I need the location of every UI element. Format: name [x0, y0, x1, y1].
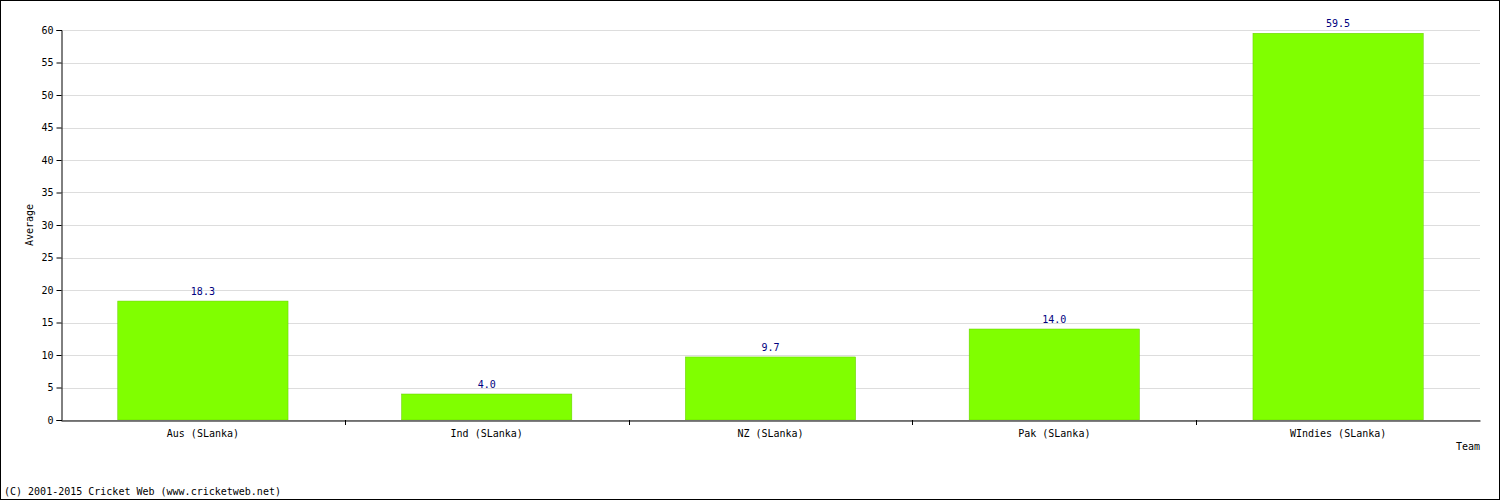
x-tick: Ind (SLanka)	[451, 421, 523, 439]
y-axis-title: Average	[24, 204, 35, 246]
y-tick: 60	[41, 25, 61, 36]
y-tick: 45	[41, 122, 61, 133]
x-axis-title: Team	[1456, 441, 1480, 452]
y-tick-label: 60	[41, 25, 53, 36]
category-separator	[345, 420, 346, 425]
y-tick: 30	[41, 220, 61, 231]
data-label: 18.3	[191, 286, 215, 297]
x-tick: Aus (SLanka)	[167, 421, 239, 439]
x-axis: Aus (SLanka) Ind (SLanka) NZ (SLanka) Pak (…	[62, 421, 1481, 439]
bar	[118, 301, 288, 420]
y-tick-mark	[57, 193, 62, 194]
y-tick-label: 30	[41, 220, 53, 231]
y-tick: 25	[41, 252, 61, 263]
y-tick-mark	[57, 160, 62, 161]
y-tick-mark	[57, 420, 62, 421]
frame	[1, 1, 1500, 500]
y-tick: 15	[41, 317, 61, 328]
x-tick-label: Pak (SLanka)	[1018, 428, 1090, 439]
y-axis: 0 5 10 15 20 25 30 35 40 45 50 55 60	[41, 25, 62, 426]
y-tick: 20	[41, 285, 61, 296]
bar	[969, 329, 1139, 420]
y-tick-mark	[57, 95, 62, 96]
bars	[118, 33, 1423, 420]
y-tick-mark	[57, 355, 62, 356]
x-tick-label: Aus (SLanka)	[167, 428, 239, 439]
y-axis-line	[57, 31, 63, 421]
y-tick-mark	[57, 128, 62, 129]
bar	[402, 394, 572, 420]
grid	[61, 31, 1480, 421]
bar	[1253, 33, 1423, 420]
bar	[685, 357, 855, 420]
x-tick-label: NZ (SLanka)	[737, 428, 803, 439]
y-tick: 0	[47, 415, 61, 426]
category-separator	[1196, 420, 1197, 425]
grid-line	[61, 420, 1480, 421]
chart: 18.3 4.0 9.7 14.0 59.5 0 5 10 15 20 25 30 35 40 45 50 55…	[0, 0, 1500, 500]
data-labels: 18.3 4.0 9.7 14.0 59.5	[191, 18, 1350, 390]
y-tick-mark	[57, 225, 62, 226]
y-tick-label: 20	[41, 285, 53, 296]
x-tick: WIndies (SLanka)	[1290, 421, 1386, 439]
category-separators	[346, 420, 1197, 425]
y-tick: 55	[41, 57, 61, 68]
y-tick-mark	[57, 388, 62, 389]
data-label: 9.7	[761, 342, 779, 353]
x-tick: NZ (SLanka)	[737, 421, 803, 439]
y-tick-label: 50	[41, 90, 53, 101]
grid-line	[61, 30, 1480, 31]
y-tick-label: 5	[47, 382, 53, 393]
y-tick-mark	[57, 258, 62, 259]
x-tick: Pak (SLanka)	[1018, 421, 1090, 439]
x-tick-label: Ind (SLanka)	[451, 428, 523, 439]
y-tick-label: 40	[41, 155, 53, 166]
y-tick: 35	[41, 187, 61, 198]
x-tick-label: WIndies (SLanka)	[1290, 428, 1386, 439]
y-tick-label: 10	[41, 350, 53, 361]
category-separator	[912, 420, 913, 425]
x-axis-line	[62, 421, 1481, 422]
y-tick-mark	[57, 323, 62, 324]
data-label: 4.0	[478, 379, 496, 390]
y-tick-label: 0	[47, 415, 53, 426]
y-tick-mark	[57, 30, 62, 31]
y-tick-label: 55	[41, 57, 53, 68]
data-label: 14.0	[1042, 314, 1066, 325]
y-tick: 5	[47, 382, 61, 393]
y-tick-label: 25	[41, 252, 53, 263]
y-tick: 50	[41, 90, 61, 101]
y-tick: 40	[41, 155, 61, 166]
y-tick: 10	[41, 350, 61, 361]
y-tick-mark	[57, 63, 62, 64]
data-label: 59.5	[1326, 18, 1350, 29]
y-tick-label: 45	[41, 122, 53, 133]
annotation: (C) 2001-2015 Cricket Web (www.cricketwe…	[4, 486, 281, 497]
category-separator	[629, 420, 630, 425]
y-tick-label: 35	[41, 187, 53, 198]
y-tick-mark	[57, 290, 62, 291]
y-tick-label: 15	[41, 317, 53, 328]
